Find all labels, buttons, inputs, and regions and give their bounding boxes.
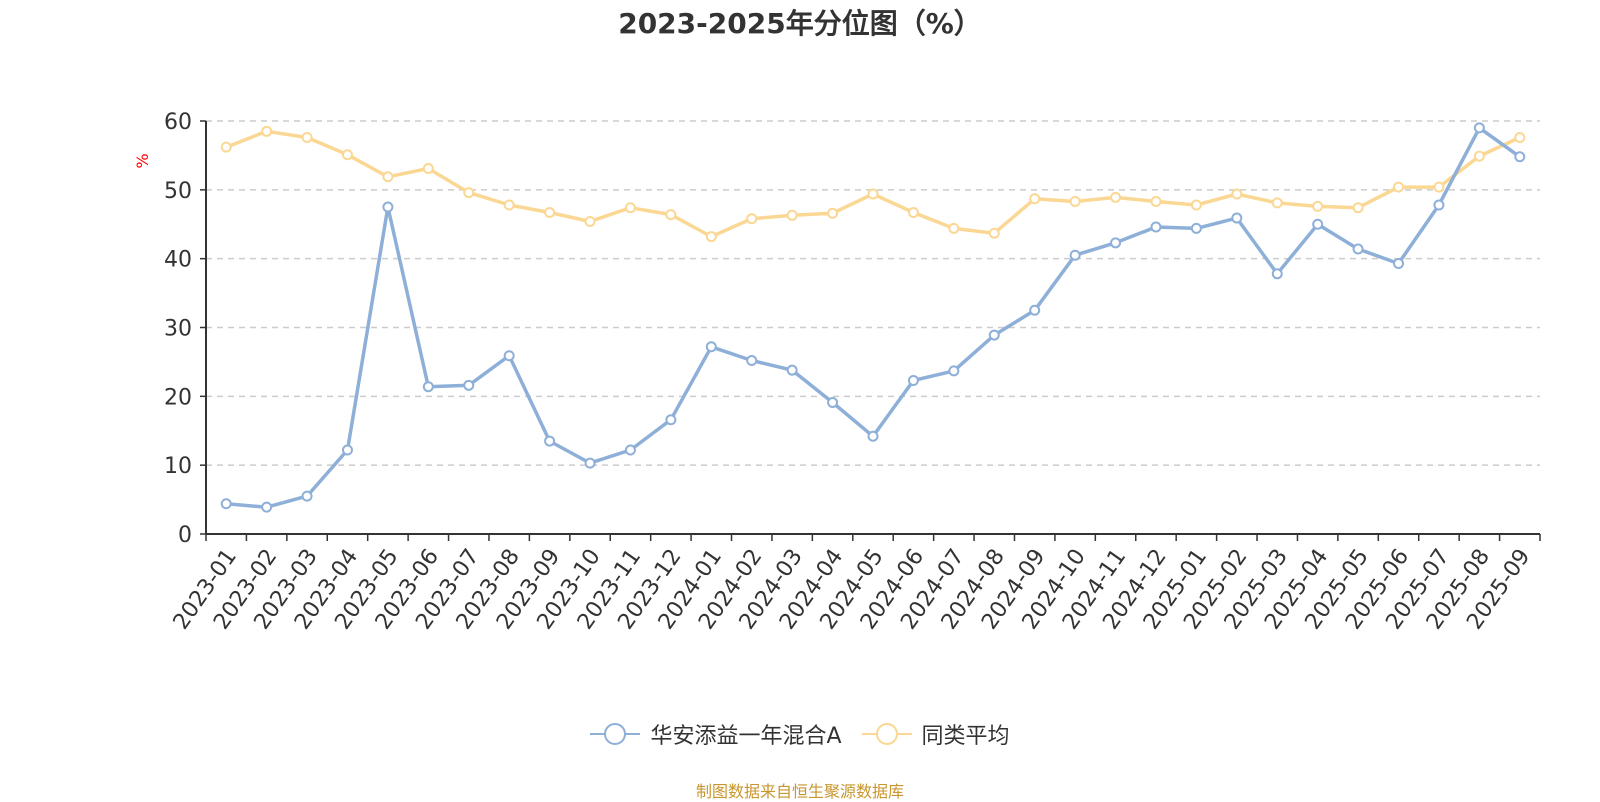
data-point xyxy=(1271,197,1283,209)
data-point xyxy=(503,350,515,362)
data-point xyxy=(341,149,353,161)
data-point xyxy=(1069,249,1081,261)
data-point xyxy=(1150,221,1162,233)
data-point xyxy=(422,381,434,393)
data-point xyxy=(1312,218,1324,230)
data-point xyxy=(1271,268,1283,280)
legend-label-average: 同类平均 xyxy=(921,724,1010,749)
data-point xyxy=(705,231,717,243)
legend-marker-fund-icon xyxy=(590,723,641,745)
y-tick-label: 20 xyxy=(164,385,192,410)
data-point xyxy=(1473,150,1485,162)
data-point xyxy=(746,213,758,225)
series-line xyxy=(224,129,1522,239)
data-point xyxy=(503,199,515,211)
y-tick-label: 10 xyxy=(164,454,192,479)
legend-marker-average-icon xyxy=(861,723,912,745)
data-point xyxy=(948,222,960,234)
data-point xyxy=(301,132,313,144)
data-point xyxy=(1231,188,1243,200)
data-point xyxy=(665,209,677,221)
data-point xyxy=(907,207,919,219)
data-point xyxy=(382,201,394,213)
data-point xyxy=(867,430,879,442)
data-point xyxy=(341,444,353,456)
data-point xyxy=(1393,257,1405,269)
data-point xyxy=(1150,196,1162,208)
data-point xyxy=(1190,199,1202,211)
data-point xyxy=(1110,237,1122,249)
data-point xyxy=(584,215,596,227)
data-point xyxy=(746,355,758,367)
legend-item-fund[interactable]: 华安添益一年混合A xyxy=(590,718,842,750)
data-point xyxy=(422,162,434,174)
data-point xyxy=(907,375,919,387)
data-point xyxy=(261,125,273,137)
data-point xyxy=(948,365,960,377)
y-axis-label: % xyxy=(133,153,152,168)
data-point xyxy=(827,207,839,219)
y-tick-label: 30 xyxy=(164,317,192,342)
series-1 xyxy=(220,125,1526,243)
data-point xyxy=(1473,122,1485,134)
legend: 华安添益一年混合A 同类平均 xyxy=(0,718,1600,750)
data-point xyxy=(1433,181,1445,193)
y-tick-label: 50 xyxy=(164,179,192,204)
data-point xyxy=(1393,181,1405,193)
data-point xyxy=(382,171,394,183)
data-point xyxy=(544,435,556,447)
data-point xyxy=(1514,151,1526,163)
data-point xyxy=(220,498,232,510)
data-point xyxy=(988,227,1000,239)
data-point xyxy=(463,379,475,391)
legend-item-average[interactable]: 同类平均 xyxy=(861,718,1010,750)
data-point xyxy=(1352,243,1364,255)
data-point xyxy=(463,187,475,199)
data-point xyxy=(544,207,556,219)
series-0 xyxy=(220,122,1526,513)
data-point xyxy=(1029,304,1041,316)
axes: 0102030405060%2023-012023-022023-032023-… xyxy=(133,110,1541,634)
y-tick-label: 40 xyxy=(164,248,192,273)
data-point xyxy=(1110,191,1122,203)
data-point xyxy=(786,364,798,376)
data-point xyxy=(1190,222,1202,234)
data-point xyxy=(786,209,798,221)
data-point xyxy=(624,202,636,214)
data-point xyxy=(988,329,1000,341)
data-point xyxy=(261,501,273,513)
data-point xyxy=(665,414,677,426)
grid-lines xyxy=(206,120,1540,466)
data-point xyxy=(1433,199,1445,211)
y-tick-label: 60 xyxy=(164,110,192,135)
data-point xyxy=(624,444,636,456)
y-tick-label: 0 xyxy=(178,523,192,548)
data-point xyxy=(301,490,313,502)
data-point xyxy=(1352,202,1364,214)
data-point xyxy=(867,188,879,200)
data-point xyxy=(220,141,232,153)
data-point xyxy=(1029,193,1041,205)
series-layer xyxy=(220,122,1526,513)
data-point xyxy=(1514,132,1526,144)
data-point xyxy=(584,457,596,469)
legend-label-fund: 华安添益一年混合A xyxy=(650,724,842,749)
data-point xyxy=(1312,200,1324,212)
series-line xyxy=(224,126,1522,509)
data-point xyxy=(1069,196,1081,208)
data-point xyxy=(705,341,717,353)
chart-title: 2023-2025年分位图（%） xyxy=(618,7,982,40)
data-point xyxy=(1231,212,1243,224)
data-point xyxy=(827,397,839,409)
source-note: 制图数据来自恒生聚源数据库 xyxy=(695,782,904,801)
